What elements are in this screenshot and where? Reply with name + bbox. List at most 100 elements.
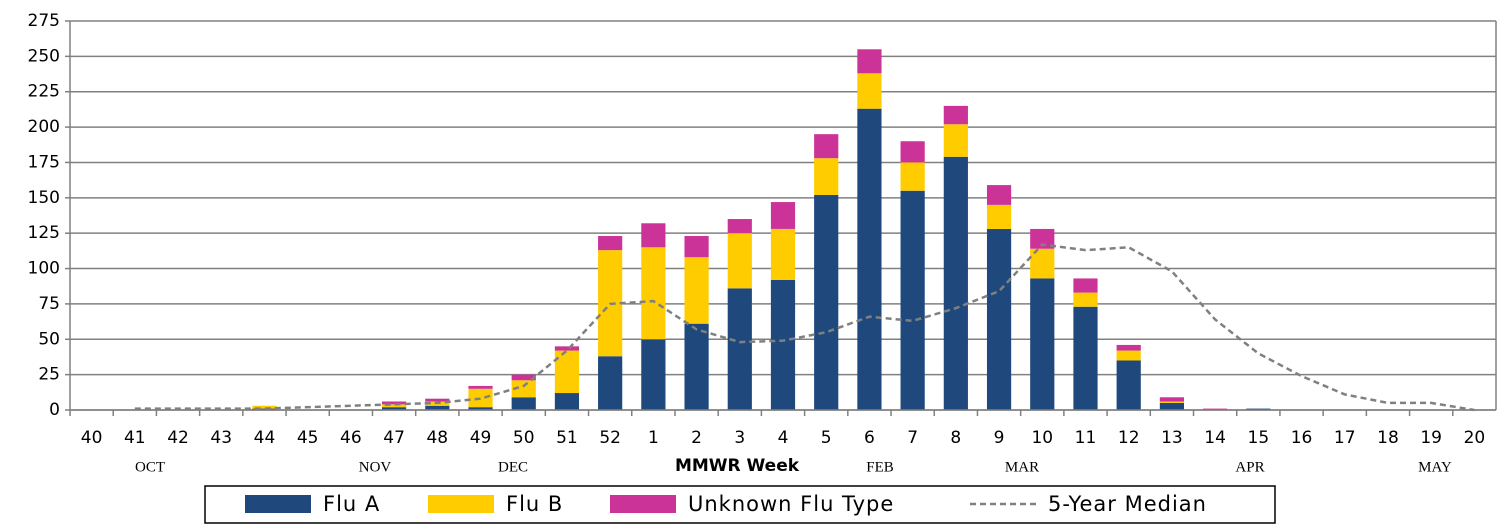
x-tick-label: 14 bbox=[1204, 428, 1226, 448]
bar-segment bbox=[425, 405, 450, 410]
x-tick-label: 48 bbox=[426, 428, 448, 448]
legend-label: Flu A bbox=[323, 492, 380, 516]
x-tick-label: 2 bbox=[691, 428, 702, 448]
x-tick-label: 43 bbox=[210, 428, 232, 448]
x-tick-label: 20 bbox=[1464, 428, 1486, 448]
x-tick-label: 1 bbox=[648, 428, 659, 448]
month-label: DEC bbox=[498, 459, 528, 475]
bar-segment bbox=[1159, 401, 1185, 403]
bar-segment bbox=[900, 141, 925, 163]
x-tick-label: 40 bbox=[81, 428, 103, 448]
x-tick-label: 12 bbox=[1118, 428, 1140, 448]
bar-segment bbox=[554, 393, 580, 410]
bar-segment bbox=[1073, 292, 1098, 307]
x-tick-label: 16 bbox=[1291, 428, 1313, 448]
x-tick-label: 5 bbox=[821, 428, 832, 448]
bar-segment bbox=[986, 228, 1012, 410]
bar-segment bbox=[1116, 360, 1141, 410]
bar-segment bbox=[770, 202, 796, 229]
bar-segment bbox=[511, 380, 536, 398]
y-tick-label: 75 bbox=[38, 294, 60, 314]
y-tick-label: 275 bbox=[28, 11, 60, 31]
month-label: OCT bbox=[135, 459, 165, 475]
y-tick-label: 150 bbox=[28, 188, 60, 208]
bar-segment bbox=[641, 247, 666, 340]
x-tick-label: 19 bbox=[1420, 428, 1442, 448]
bar-segment bbox=[814, 134, 839, 159]
bar-segment bbox=[900, 190, 925, 410]
x-tick-label: 11 bbox=[1075, 428, 1097, 448]
bar-segment bbox=[684, 257, 709, 324]
bar-segment bbox=[468, 407, 493, 410]
median-line bbox=[134, 243, 1475, 412]
x-tick-label: 18 bbox=[1377, 428, 1399, 448]
month-label: NOV bbox=[359, 459, 392, 475]
x-tick-label: 10 bbox=[1031, 428, 1053, 448]
bar-segment bbox=[857, 108, 882, 411]
x-tick-label: 8 bbox=[950, 428, 961, 448]
bar-segment bbox=[1030, 248, 1055, 279]
bar-segment bbox=[727, 219, 752, 234]
month-label: MAR bbox=[1005, 459, 1039, 475]
y-tick-label: 225 bbox=[28, 82, 60, 102]
bar-segment bbox=[381, 401, 407, 405]
bar-segment bbox=[814, 158, 839, 195]
y-tick-label: 50 bbox=[38, 329, 60, 349]
month-label: MAY bbox=[1418, 459, 1452, 475]
x-tick-label: 9 bbox=[994, 428, 1005, 448]
bar-segment bbox=[857, 49, 882, 74]
x-tick-label: 45 bbox=[297, 428, 319, 448]
bar-segment bbox=[900, 162, 925, 191]
bar-segment bbox=[770, 228, 796, 280]
y-tick-label: 200 bbox=[28, 117, 60, 137]
bar-segment bbox=[1159, 402, 1185, 410]
legend-label: Unknown Flu Type bbox=[688, 492, 894, 516]
x-tick-label: 44 bbox=[254, 428, 276, 448]
x-tick-label: 6 bbox=[864, 428, 875, 448]
legend-swatch bbox=[610, 495, 676, 513]
x-tick-label: 7 bbox=[907, 428, 918, 448]
bar-segment bbox=[1073, 278, 1098, 293]
bar-segment bbox=[684, 236, 709, 258]
bar-segment bbox=[684, 323, 709, 410]
bar-segment bbox=[1116, 344, 1141, 351]
x-axis-title: MMWR Week bbox=[675, 456, 800, 476]
x-tick-label: 46 bbox=[340, 428, 362, 448]
bar-segment bbox=[814, 194, 839, 410]
bar-segment bbox=[857, 73, 882, 109]
bar-segment bbox=[1030, 228, 1055, 249]
bar-segment bbox=[598, 356, 623, 410]
y-tick-label: 125 bbox=[28, 223, 60, 243]
bar-segment bbox=[727, 288, 752, 410]
bar-segment bbox=[468, 388, 493, 408]
bar-segment bbox=[641, 339, 666, 410]
bar-segment bbox=[986, 185, 1012, 205]
bar-segment bbox=[598, 236, 623, 251]
legend-label: 5-Year Median bbox=[1048, 492, 1207, 516]
bar-segment bbox=[641, 223, 666, 248]
x-tick-label: 4 bbox=[778, 428, 789, 448]
y-tick-label: 25 bbox=[38, 365, 60, 385]
bar-segment bbox=[943, 156, 968, 410]
bar-segment bbox=[468, 385, 493, 389]
x-tick-label: 49 bbox=[470, 428, 492, 448]
y-tick-label: 100 bbox=[28, 259, 60, 279]
x-tick-label: 3 bbox=[734, 428, 745, 448]
bar-segment bbox=[554, 346, 580, 351]
y-tick-label: 175 bbox=[28, 152, 60, 172]
x-tick-label: 50 bbox=[513, 428, 535, 448]
bar-segment bbox=[252, 405, 277, 409]
legend-label: Flu B bbox=[506, 492, 563, 516]
x-tick-label: 13 bbox=[1161, 428, 1183, 448]
legend-box bbox=[204, 485, 1276, 524]
month-label: APR bbox=[1235, 459, 1264, 475]
x-tick-label: 52 bbox=[599, 428, 621, 448]
bar-segment bbox=[986, 204, 1012, 229]
legend-swatch bbox=[428, 495, 494, 513]
y-tick-label: 0 bbox=[49, 400, 60, 420]
bar-segment bbox=[381, 404, 407, 408]
bar-segment bbox=[511, 397, 536, 410]
x-tick-label: 17 bbox=[1334, 428, 1356, 448]
x-tick-label: 41 bbox=[124, 428, 146, 448]
